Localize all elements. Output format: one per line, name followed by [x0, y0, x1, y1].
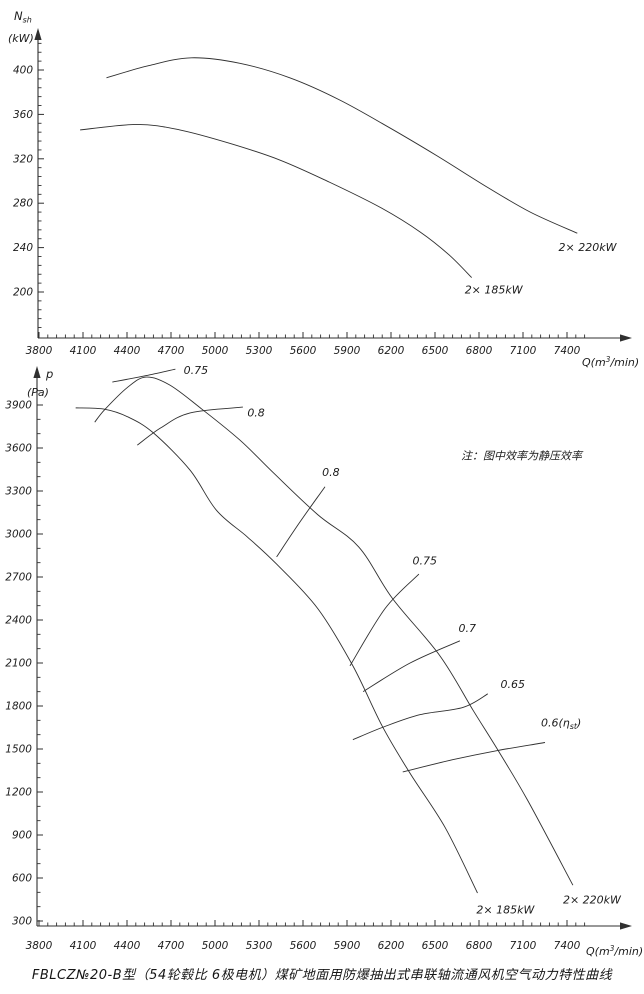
x-axis-title: Q(m3/min): [582, 355, 639, 369]
curve-label-eff-0.6: 0.6(ηst): [541, 717, 581, 732]
curve-eff-0.8: [276, 486, 326, 558]
x-tick-label: 7400: [554, 940, 581, 952]
x-tick-label: 4100: [70, 345, 97, 357]
x-tick-label: 4700: [158, 345, 185, 357]
x-tick-label: 5600: [290, 940, 317, 952]
y-axis-unit: (Pa): [27, 386, 49, 399]
curve-eff-0.7: [362, 640, 461, 693]
x-tick-label: 7400: [554, 345, 581, 357]
curve-label-eff-0.8-upper: 0.8: [247, 406, 265, 419]
x-tick-label: 4100: [70, 940, 97, 952]
y-tick-label: 320: [13, 153, 33, 165]
y-axis-unit: (kW): [8, 32, 34, 45]
static-pressure-chart: 3800 4100 4400 4700 5000 5300 5600 5900 6200 6500…: [5, 364, 643, 958]
curve-label-power-2x220kW: 2× 220kW: [559, 241, 618, 254]
x-tick-label: 5900: [334, 940, 361, 952]
x-axis-arrow-icon: [620, 334, 632, 342]
x-axis-arrow-icon: [620, 922, 632, 930]
x-axis-title: Q(m3/min): [586, 944, 643, 958]
y-tick-label: 900: [12, 829, 32, 841]
figure-caption: FBLCZ№20-B型（54轮毂比 6极电机）煤矿地面用防爆抽出式串联轴流通风机…: [31, 968, 613, 983]
y-tick-label: 2400: [5, 614, 32, 626]
y-axis-arrow-icon: [33, 366, 41, 378]
y-tick-label: 240: [13, 242, 33, 254]
curve-eff-0.75: [349, 573, 420, 667]
note-text: 注：图中效率为静压效率: [461, 449, 584, 462]
y-tick-label: 3600: [5, 442, 32, 454]
y-tick-label: 1200: [5, 786, 32, 798]
x-tick-label: 3800: [26, 940, 53, 952]
x-tick-label: 3800: [26, 345, 53, 357]
curve-pressure-2x220kW: [94, 376, 574, 886]
y-tick-label: 3000: [5, 528, 32, 540]
curve-label-eff-0.75-upper: 0.75: [184, 364, 209, 377]
y-tick-label: 400: [13, 65, 33, 77]
y-tick-label: 300: [12, 915, 32, 927]
x-tick-label: 5000: [202, 940, 229, 952]
y-tick-label: 1500: [5, 743, 32, 755]
x-tick-label: 5300: [246, 940, 273, 952]
x-tick-label: 4700: [158, 940, 185, 952]
y-tick-label: 2700: [5, 571, 32, 583]
curve-eff-0.6: [402, 742, 546, 773]
curve-eff-0.65: [352, 693, 489, 741]
curve-label-pressure-2x220kW: 2× 220kW: [563, 894, 622, 907]
y-tick-label: 600: [12, 872, 32, 884]
curve-eff-0.75-upper: [112, 368, 176, 383]
x-tick-label: 6800: [466, 940, 493, 952]
shaft-power-chart: 3800 4100 4400 4700 5000 5300 5600 5900 6200 6500…: [8, 9, 639, 369]
x-tick-label: 5600: [290, 345, 317, 357]
curve-label-eff-0.7: 0.7: [459, 622, 477, 635]
y-tick-label: 1800: [5, 700, 32, 712]
y-tick-label: 200: [13, 287, 33, 299]
curve-label-power-2x185kW: 2× 185kW: [465, 283, 524, 296]
y-tick-label: 3900: [5, 400, 32, 412]
x-tick-label: 7100: [510, 940, 537, 952]
x-tick-label: 5000: [202, 345, 229, 357]
x-tick-label: 4400: [114, 940, 141, 952]
x-tick-label: 6200: [378, 345, 405, 357]
y-tick-label: 2100: [5, 657, 32, 669]
curve-label-eff-0.8: 0.8: [322, 466, 340, 479]
curve-pressure-2x185kW: [75, 407, 478, 894]
x-tick-label: 5300: [246, 345, 273, 357]
x-tick-label: 6500: [422, 940, 449, 952]
y-tick-label: 3300: [5, 485, 32, 497]
curve-eff-0.8-upper: [137, 406, 243, 446]
y-tick-label: 360: [13, 109, 33, 121]
y-axis-arrow-icon: [34, 28, 42, 40]
x-tick-label: 6500: [422, 345, 449, 357]
x-tick-label: 6200: [378, 940, 405, 952]
curve-label-pressure-2x185kW: 2× 185kW: [476, 904, 535, 917]
y-axis-title: Nsh: [14, 9, 32, 25]
x-tick-label: 5900: [334, 345, 361, 357]
x-tick-label: 6800: [466, 345, 493, 357]
y-axis-title: p: [45, 367, 53, 381]
curve-power-2x185kW: [80, 123, 473, 278]
y-tick-label: 280: [13, 198, 33, 210]
x-tick-label: 7100: [510, 345, 537, 357]
curve-label-eff-0.65: 0.65: [500, 678, 525, 691]
curve-power-2x220kW: [106, 57, 578, 234]
x-tick-label: 4400: [114, 345, 141, 357]
curve-label-eff-0.75: 0.75: [412, 555, 437, 568]
